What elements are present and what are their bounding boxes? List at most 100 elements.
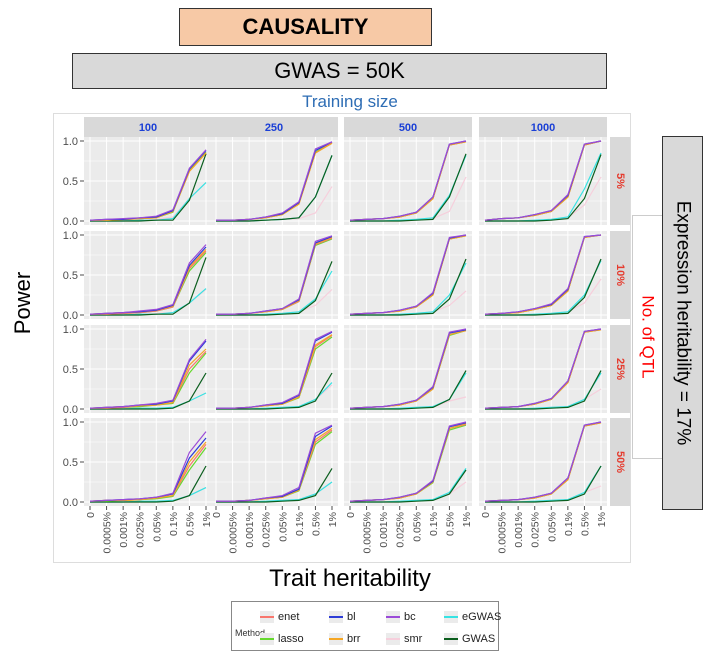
legend-item-egwas: eGWAS bbox=[444, 608, 501, 626]
legend-label: eGWAS bbox=[462, 611, 502, 623]
facet-strip-row bbox=[610, 325, 630, 413]
legend-swatch bbox=[444, 633, 458, 645]
legend: Method enet lasso bl brr bc smr eGWAS GWAS bbox=[231, 601, 501, 651]
facet-line-chart: 100 250 500 10005%10%25%50%0.00.51.00.00.51… bbox=[63, 117, 630, 553]
facet-strip-row bbox=[610, 418, 630, 506]
x-tick-label: 0.001% bbox=[378, 512, 390, 548]
x-tick-label: 0.5% bbox=[444, 512, 456, 536]
series-line-bc bbox=[484, 421, 602, 502]
x-tick-label: 0.1% bbox=[168, 512, 180, 536]
x-tick-label: 0 bbox=[211, 512, 223, 518]
facet-strip-col bbox=[344, 117, 472, 137]
legend-item-bc: bc bbox=[386, 608, 416, 626]
series-line-bc bbox=[89, 339, 207, 409]
series-line-gwas bbox=[485, 154, 602, 222]
series-line-gwas bbox=[90, 153, 207, 222]
x-tick-label: 0.0005% bbox=[228, 512, 240, 553]
facet-strip-col bbox=[84, 117, 212, 137]
x-tick-label: 0.0005% bbox=[362, 512, 374, 553]
legend-label: lasso bbox=[278, 633, 304, 645]
expression-heritability-label: Expression heritability = 17% bbox=[672, 200, 694, 446]
legend-item-lasso: lasso bbox=[260, 630, 304, 648]
series-line-bc bbox=[89, 431, 207, 502]
x-tick-label: 0.5% bbox=[310, 512, 322, 536]
facet-row-label: 25% bbox=[614, 358, 626, 380]
series-line-gwas bbox=[216, 261, 333, 316]
x-tick-label: 0.0005% bbox=[102, 512, 114, 553]
qtl-label: No. of QTL bbox=[638, 295, 658, 379]
series-line-gwas bbox=[350, 469, 467, 503]
legend-item-gwas: GWAS bbox=[444, 630, 495, 648]
facet-strip-col bbox=[210, 117, 338, 137]
x-tick-label: 0.5% bbox=[184, 512, 196, 536]
gwas-label: GWAS = 50K bbox=[274, 58, 405, 83]
x-tick-label: 0.1% bbox=[294, 512, 306, 536]
x-tick-label: 0.025% bbox=[261, 512, 273, 548]
series-line-bc bbox=[89, 244, 207, 315]
facet-row-label: 5% bbox=[614, 173, 626, 189]
chart-title-banner: CAUSALITY bbox=[179, 8, 432, 46]
series-line-bc bbox=[216, 141, 333, 221]
legend-swatch bbox=[329, 633, 343, 645]
legend-item-enet: enet bbox=[260, 608, 299, 626]
legend-label: enet bbox=[278, 611, 300, 623]
legend-swatch bbox=[260, 611, 274, 623]
x-tick-label: 0.025% bbox=[395, 512, 407, 548]
plot-frame: 100 250 500 1000 5% 10% 25% 50% 0.0 0.5 1.0 0.0 0.5 1… bbox=[53, 113, 631, 563]
series-line-gwas bbox=[350, 153, 467, 222]
y-tick-label: 0.5 bbox=[63, 457, 78, 469]
series-line-bc bbox=[216, 235, 333, 315]
series-line-bc bbox=[216, 330, 333, 409]
series-line-bc bbox=[349, 140, 467, 221]
legend-title: Method bbox=[235, 628, 266, 638]
chart-title: CAUSALITY bbox=[242, 14, 369, 39]
legend-item-brr: brr bbox=[329, 630, 360, 648]
series-line-gwas bbox=[90, 372, 207, 410]
x-tick-label: 0 bbox=[480, 512, 492, 518]
series-line-brr bbox=[90, 152, 207, 221]
x-tick-label: 1% bbox=[596, 512, 608, 527]
facet-col-label: 250 bbox=[265, 122, 283, 134]
legend-label: GWAS bbox=[462, 633, 496, 645]
x-tick-label: 0.05% bbox=[411, 512, 423, 542]
x-tick-label: 0.5% bbox=[579, 512, 591, 536]
series-line-gwas bbox=[350, 258, 467, 316]
series-line-gwas bbox=[216, 155, 333, 222]
x-tick-label: 0.1% bbox=[428, 512, 440, 536]
series-line-bc bbox=[484, 140, 602, 221]
legend-swatch bbox=[444, 611, 458, 623]
series-line-gwas bbox=[485, 258, 602, 316]
y-tick-label: 0.0 bbox=[63, 497, 78, 509]
facet-col-label: 1000 bbox=[531, 122, 555, 134]
x-tick-label: 0.025% bbox=[135, 512, 147, 548]
x-tick-label: 0.1% bbox=[563, 512, 575, 536]
legend-label: bl bbox=[347, 611, 356, 623]
y-axis-label: Power bbox=[10, 271, 35, 335]
y-tick-label: 1.0 bbox=[63, 324, 78, 336]
x-axis-label: Trait heritability bbox=[269, 565, 431, 592]
series-line-bc bbox=[484, 328, 602, 409]
series-line-gwas bbox=[485, 370, 602, 410]
facet-strip-row bbox=[610, 137, 630, 225]
legend-swatch bbox=[329, 611, 343, 623]
series-line-bc bbox=[349, 234, 467, 315]
y-tick-label: 0.5 bbox=[63, 364, 78, 376]
legend-label: brr bbox=[347, 633, 361, 645]
y-tick-label: 1.0 bbox=[63, 230, 78, 242]
legend-swatch bbox=[386, 611, 400, 623]
series-line-gwas bbox=[350, 370, 467, 410]
y-tick-label: 0.5 bbox=[63, 176, 78, 188]
y-tick-label: 0.0 bbox=[63, 310, 78, 322]
y-tick-label: 1.0 bbox=[63, 136, 78, 148]
series-line-bc bbox=[349, 328, 467, 409]
y-tick-label: 1.0 bbox=[63, 417, 78, 429]
facet-row-label: 10% bbox=[614, 264, 626, 286]
x-tick-label: 0 bbox=[85, 512, 97, 518]
series-line-gwas bbox=[485, 465, 602, 503]
legend-item-bl: bl bbox=[329, 608, 356, 626]
facet-col-label: 500 bbox=[399, 122, 417, 134]
x-tick-label: 0.05% bbox=[151, 512, 163, 542]
legend-swatch bbox=[386, 633, 400, 645]
x-tick-label: 0.025% bbox=[530, 512, 542, 548]
series-line-bc bbox=[349, 421, 467, 502]
